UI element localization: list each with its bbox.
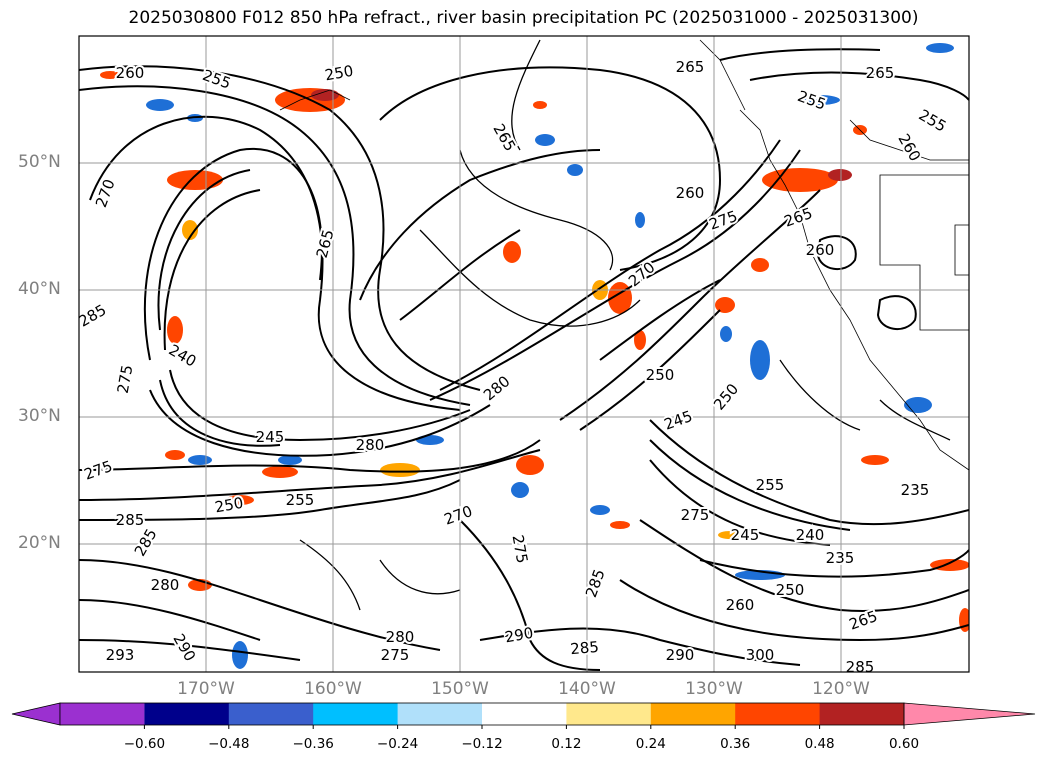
map-title: 2025030800 F012 850 hPa refract., river … [128, 8, 919, 28]
lat-label-40n: 40°N [18, 279, 61, 299]
contour-label: 285 [570, 638, 600, 658]
colorbar-tick-label: 0.48 [804, 736, 835, 752]
contour-label: 250 [776, 581, 805, 599]
contour-label: 280 [151, 576, 180, 594]
contour-label: 260 [116, 64, 145, 82]
contour-label: 290 [666, 646, 695, 664]
contour-label-halo: 265 [676, 58, 705, 76]
contour-label-halo: 235 [826, 549, 855, 567]
contour-label: 285 [116, 511, 145, 529]
contour-label-halo: 265 [866, 64, 895, 82]
colorbar [11, 702, 1036, 729]
contour-label: 235 [901, 481, 930, 499]
colorbar-segment [60, 703, 145, 725]
lon-label-140w: 140°W [558, 679, 616, 699]
colorbar-tick-label: −0.36 [292, 736, 334, 752]
colorbar-extend-low [11, 702, 61, 726]
contour-label: 250 [646, 366, 675, 384]
contour-label: 255 [756, 476, 785, 494]
contour-label: 265 [676, 58, 705, 76]
colorbar-segment [566, 703, 652, 725]
contour-label-halo: 245 [731, 526, 760, 544]
contour-label: 235 [826, 549, 855, 567]
contour-label: 290 [503, 624, 534, 647]
contour-label-halo: 235 [901, 481, 930, 499]
colorbar-extend-high [903, 702, 1036, 726]
lat-label-20n: 20°N [18, 533, 61, 553]
contour-label-halo: 300 [746, 646, 775, 664]
contour-label: 260 [676, 184, 705, 202]
lon-label-120w: 120°W [812, 679, 870, 699]
contour-label-halo: 260 [726, 596, 755, 614]
contour-label: 275 [114, 363, 137, 394]
contour-label-halo: 290 [666, 646, 695, 664]
refractivity-contours [79, 48, 969, 671]
contour-label: 240 [796, 526, 825, 544]
colorbar-segment [650, 703, 736, 725]
contour-label: 275 [681, 506, 710, 524]
colorbar-segment [144, 703, 230, 725]
colorbar-segment [819, 703, 905, 725]
colorbar-tick-label: −0.24 [376, 736, 419, 752]
contour-label-halo: 250 [776, 581, 805, 599]
colorbar-segment [735, 703, 821, 725]
contour-label-halo: 240 [796, 526, 825, 544]
colorbar-segment [313, 703, 399, 725]
lon-label-150w: 150°W [431, 679, 489, 699]
contour-label-halo: 280 [386, 628, 415, 646]
lon-label-130w: 130°W [685, 679, 743, 699]
map-frame [78, 35, 970, 673]
lat-label-50n: 50°N [18, 152, 61, 172]
colorbar-segment [482, 703, 567, 725]
contour-label: 245 [256, 428, 285, 446]
colorbar-tick-label: −0.60 [123, 736, 166, 752]
precip-shading [100, 43, 969, 669]
contour-label-halo: 285 [846, 658, 875, 676]
contour-label: 293 [106, 646, 135, 664]
contour-label: 300 [746, 646, 775, 664]
contour-label: 245 [731, 526, 760, 544]
colorbar-tick-label: 0.60 [888, 736, 920, 752]
contour-label-halo: 260 [806, 241, 835, 259]
colorbar-tick-label: 0.12 [551, 736, 582, 752]
colorbar-tick-label: 0.36 [720, 736, 751, 752]
map-background [79, 36, 969, 672]
contour-label-halo: 280 [151, 576, 180, 594]
lon-label-160w: 160°W [304, 679, 362, 699]
colorbar-tick-label: 0.24 [635, 736, 666, 752]
refractivity-contours-thin [299, 39, 951, 611]
contour-label: 275 [381, 646, 410, 664]
contour-label-halo: 260 [116, 64, 145, 82]
contour-label: 255 [286, 491, 315, 509]
contour-label-halo: 245 [256, 428, 285, 446]
graticule [79, 36, 969, 672]
colorbar-segment [397, 703, 483, 725]
contour-label-halo: 260 [676, 184, 705, 202]
colorbar-tick-label: −0.48 [208, 736, 250, 752]
contour-label-halo: 285 [116, 511, 145, 529]
contour-label-halo: 293 [106, 646, 135, 664]
contour-label: 285 [846, 658, 875, 676]
contour-label-halo: 255 [286, 491, 315, 509]
colorbar-tick-label: −0.12 [461, 736, 503, 752]
contour-label-halo: 275 [681, 506, 710, 524]
contour-label: 275 [509, 533, 532, 564]
contour-label-halo: 250 [646, 366, 675, 384]
contour-label: 250 [213, 494, 244, 517]
contour-label-halo: 280 [356, 436, 385, 454]
contour-label: 265 [866, 64, 895, 82]
contour-label: 250 [323, 62, 354, 85]
contour-label: 260 [806, 241, 835, 259]
lon-label-170w: 170°W [177, 679, 235, 699]
colorbar-segment [228, 703, 314, 725]
contour-label: 260 [726, 596, 755, 614]
contour-label-halo: 275 [381, 646, 410, 664]
contour-label: 280 [356, 436, 385, 454]
lat-label-30n: 30°N [18, 406, 61, 426]
contour-label-halo: 255 [756, 476, 785, 494]
contour-label: 280 [386, 628, 415, 646]
